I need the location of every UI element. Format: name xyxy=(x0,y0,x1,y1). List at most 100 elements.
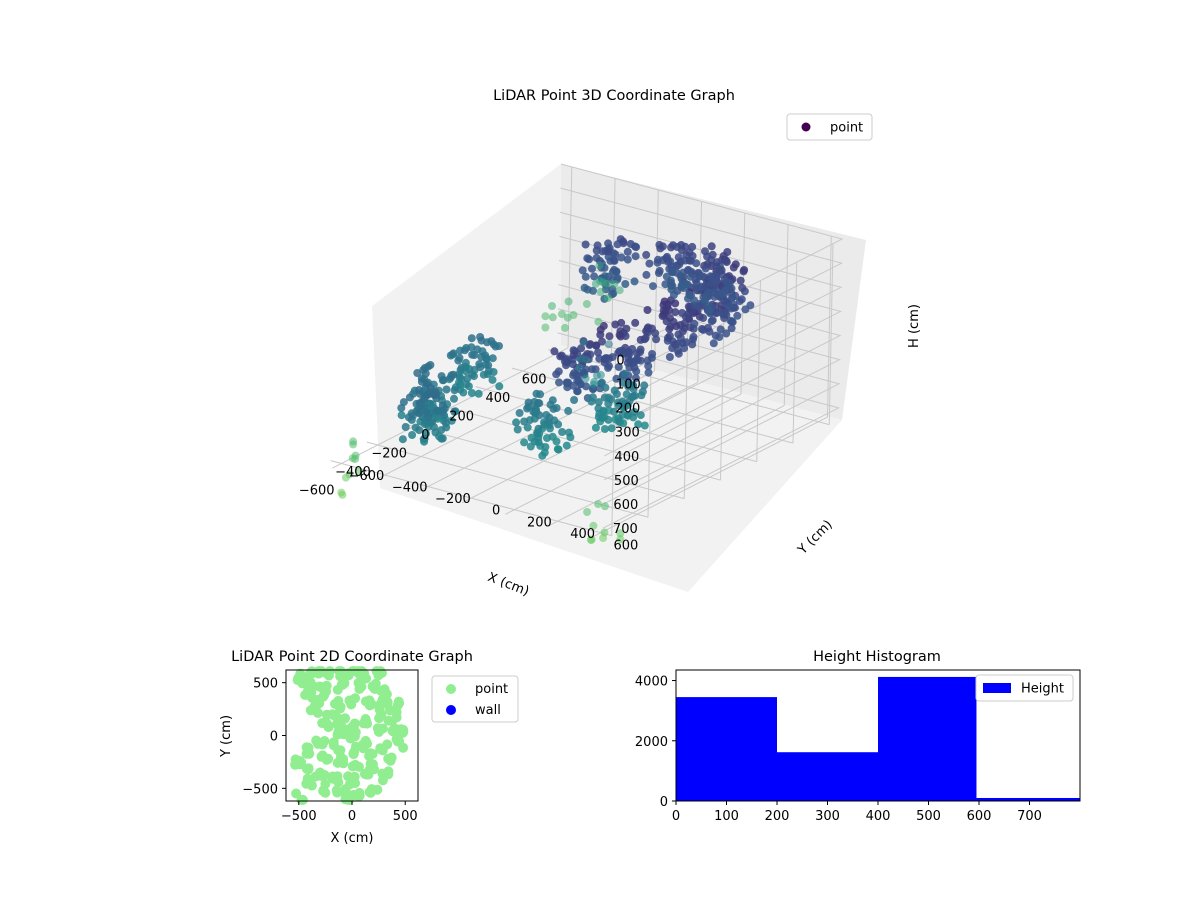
grid-line-floor-y xyxy=(332,347,569,469)
point-3d xyxy=(649,282,657,291)
point-3d xyxy=(411,423,420,432)
point-3d xyxy=(574,376,583,385)
point-2d xyxy=(396,724,407,735)
point-3d xyxy=(740,287,749,296)
z-tick-label-3d: 0 xyxy=(616,353,624,368)
grid-line-back-x xyxy=(611,354,616,536)
point-3d xyxy=(541,323,550,332)
point-3d xyxy=(397,411,406,420)
point-3d xyxy=(605,332,614,341)
point-3d xyxy=(634,420,643,429)
point-2d xyxy=(377,775,388,786)
point-3d xyxy=(570,396,579,404)
point-2d xyxy=(313,668,324,679)
point-3d xyxy=(435,432,444,441)
legend-2d: point wall xyxy=(431,675,519,723)
point-3d xyxy=(628,381,637,390)
point-2d xyxy=(316,681,327,692)
point-3d xyxy=(564,406,573,415)
point-3d xyxy=(594,317,603,326)
point-3d xyxy=(671,340,680,349)
z-tick-label-3d: 500 xyxy=(614,474,639,489)
point-3d xyxy=(616,535,625,544)
y-tick-label-3d: 400 xyxy=(570,527,595,542)
point-3d xyxy=(600,425,609,433)
point-3d xyxy=(746,301,755,310)
point-3d xyxy=(690,319,699,328)
y-axis-label-3d: Y (cm) xyxy=(795,517,836,558)
point-2d xyxy=(312,708,323,718)
point-2d xyxy=(301,748,312,759)
point-3d xyxy=(728,293,737,302)
point-3d xyxy=(552,437,561,446)
legend-2d-label-point: point xyxy=(475,682,508,697)
point-3d xyxy=(420,437,429,446)
point-3d xyxy=(642,270,651,279)
point-3d xyxy=(701,264,710,273)
point-3d xyxy=(424,412,433,421)
point-3d xyxy=(623,255,632,264)
point-3d xyxy=(619,239,628,248)
point-3d xyxy=(416,389,425,398)
point-3d xyxy=(725,302,734,311)
histogram-title: Height Histogram xyxy=(813,649,941,665)
point-3d xyxy=(685,290,694,299)
point-3d xyxy=(569,381,578,390)
x-tick-label-hist: 200 xyxy=(765,809,790,824)
y-tick-label-3d: 600 xyxy=(613,538,638,553)
point-3d xyxy=(541,312,550,321)
point-3d xyxy=(640,421,649,430)
point-3d xyxy=(348,454,357,463)
point-2d xyxy=(310,771,321,782)
point-3d xyxy=(555,378,563,387)
point-2d xyxy=(360,768,371,779)
point-3d xyxy=(663,252,671,261)
point-2d xyxy=(327,773,338,784)
point-3d xyxy=(676,271,685,280)
point-3d xyxy=(692,259,701,268)
point-2d xyxy=(291,788,302,799)
point-3d xyxy=(596,287,605,296)
z-tick-label-3d: 100 xyxy=(616,377,641,392)
point-3d xyxy=(682,338,691,347)
point-3d xyxy=(611,250,620,259)
point-2d xyxy=(391,712,402,723)
point-3d xyxy=(593,241,602,250)
y-tick-label-2d: 500 xyxy=(253,677,278,692)
point-3d xyxy=(735,297,744,306)
grid-line-floor-y xyxy=(548,405,785,527)
point-2d xyxy=(349,771,360,782)
point-3d xyxy=(690,296,699,305)
point-3d xyxy=(640,381,649,390)
y-tick-label-hist: 0 xyxy=(660,795,668,810)
x-tick-label-3d: −400 xyxy=(335,465,371,480)
point-3d xyxy=(739,267,748,276)
y-tick-label-2d: −500 xyxy=(242,782,278,797)
point-3d xyxy=(599,534,608,543)
histogram-bar xyxy=(777,752,878,801)
point-2d xyxy=(358,743,369,754)
point-3d xyxy=(645,259,654,268)
grid-line-floor-y xyxy=(461,382,699,504)
point-2d xyxy=(362,718,373,729)
legend-2d-marker-point xyxy=(446,684,456,694)
point-3d xyxy=(666,276,675,285)
grid-line-back-x xyxy=(792,262,798,444)
point-3d xyxy=(701,295,709,304)
point-3d xyxy=(716,325,725,334)
point-3d xyxy=(589,521,598,530)
point-3d xyxy=(618,346,626,355)
x-tick-label-hist: 300 xyxy=(815,809,840,824)
point-3d xyxy=(609,256,618,265)
point-2d xyxy=(355,679,366,690)
point-3d xyxy=(575,363,584,372)
point-3d xyxy=(442,385,451,394)
point-3d xyxy=(437,426,446,435)
point-3d xyxy=(401,423,410,431)
point-3d xyxy=(583,285,592,294)
z-tick-label-3d: 300 xyxy=(615,426,640,441)
point-3d xyxy=(705,327,714,336)
point-3d xyxy=(569,351,578,360)
point-3d xyxy=(612,374,621,383)
point-3d xyxy=(462,380,471,389)
